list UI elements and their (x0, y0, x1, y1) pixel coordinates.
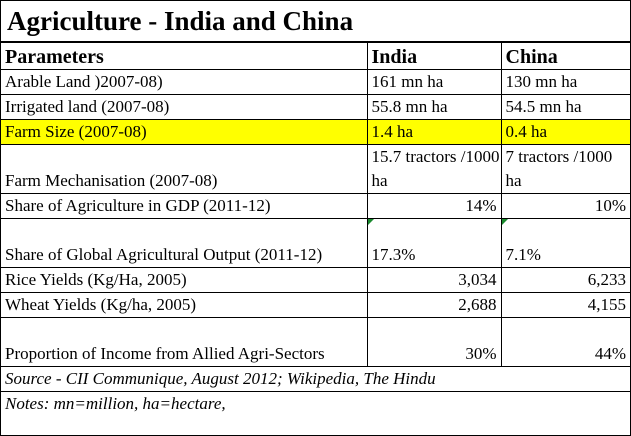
china-cell: 4,155 (500, 292, 630, 318)
sheet-title: Agriculture - India and China (1, 1, 630, 42)
notes-row: Notes: mn=million, ha=hectare, (1, 391, 630, 416)
table-row: Farm Mechanisation (2007-08) 15.7 tracto… (1, 144, 630, 194)
india-cell: 14% (366, 193, 502, 219)
china-cell: 6,233 (500, 267, 630, 293)
india-cell: 3,034 (366, 267, 502, 293)
comparison-table: Parameters India China Arable Land )2007… (1, 42, 630, 416)
header-row: Parameters India China (1, 42, 630, 70)
china-cell: 0.4 ha (500, 119, 630, 145)
param-cell: Arable Land )2007-08) (1, 69, 368, 95)
china-cell: 10% (500, 193, 630, 219)
source-row: Source - CII Communique, August 2012; Wi… (1, 366, 630, 392)
table-row: Arable Land )2007-08) 161 mn ha 130 mn h… (1, 69, 630, 95)
table-row: Proportion of Income from Allied Agri-Se… (1, 317, 630, 367)
china-cell: 130 mn ha (500, 69, 630, 95)
comment-marker-icon (502, 219, 508, 225)
param-cell: Farm Size (2007-08) (1, 119, 368, 145)
notes-text: Notes: mn=million, ha=hectare, (1, 391, 630, 416)
table-row: Share of Agriculture in GDP (2011-12) 14… (1, 193, 630, 219)
china-value: 7.1% (505, 245, 541, 264)
india-cell: 161 mn ha (366, 69, 502, 95)
param-cell: Irrigated land (2007-08) (1, 94, 368, 120)
header-china: China (500, 42, 630, 70)
table-row: Irrigated land (2007-08) 55.8 mn ha 54.5… (1, 94, 630, 120)
table-row: Wheat Yields (Kg/ha, 2005) 2,688 4,155 (1, 292, 630, 318)
param-cell: Share of Agriculture in GDP (2011-12) (1, 193, 368, 219)
source-note: Source - CII Communique, August 2012; Wi… (1, 366, 630, 392)
india-cell: 1.4 ha (366, 119, 502, 145)
header-india: India (366, 42, 502, 70)
param-cell: Share of Global Agricultural Output (201… (1, 218, 368, 268)
comment-marker-icon (368, 219, 374, 225)
india-value: 17.3% (371, 245, 416, 264)
param-cell: Proportion of Income from Allied Agri-Se… (1, 317, 368, 367)
india-cell: 2,688 (366, 292, 502, 318)
india-cell: 55.8 mn ha (366, 94, 502, 120)
china-cell: 44% (500, 317, 630, 367)
table-row: Share of Global Agricultural Output (201… (1, 218, 630, 268)
param-cell: Farm Mechanisation (2007-08) (1, 144, 368, 194)
india-cell: 30% (366, 317, 502, 367)
header-parameters: Parameters (1, 42, 368, 70)
table-row: Rice Yields (Kg/Ha, 2005) 3,034 6,233 (1, 267, 630, 293)
param-cell: Wheat Yields (Kg/ha, 2005) (1, 292, 368, 318)
china-cell: 7.1% (500, 218, 630, 268)
india-cell: 17.3% (366, 218, 502, 268)
highlighted-row: Farm Size (2007-08) 1.4 ha 0.4 ha (1, 119, 630, 145)
china-cell: 54.5 mn ha (500, 94, 630, 120)
param-cell: Rice Yields (Kg/Ha, 2005) (1, 267, 368, 293)
china-cell: 7 tractors /1000 ha (500, 144, 630, 194)
india-cell: 15.7 tractors /1000 ha (366, 144, 502, 194)
